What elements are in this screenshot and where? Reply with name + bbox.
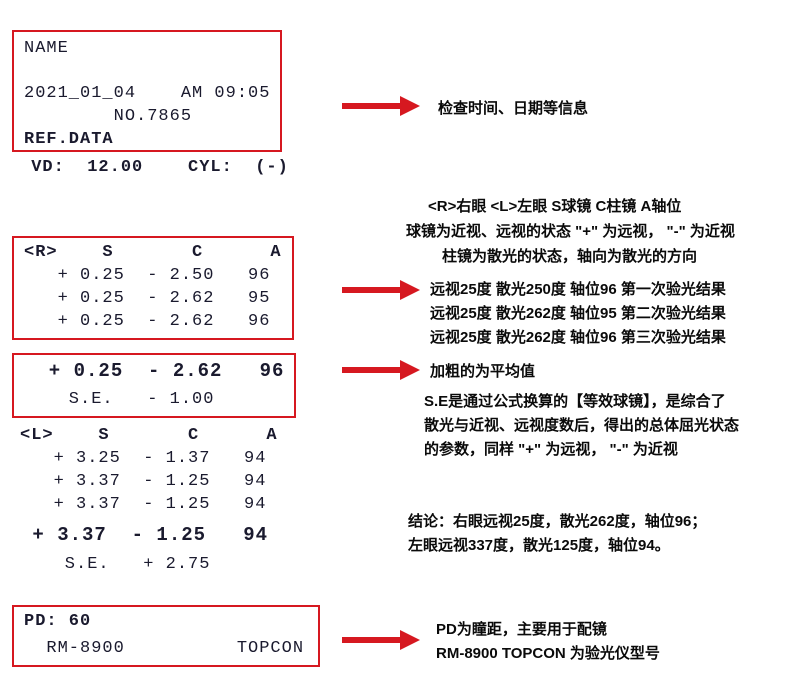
annot-legend-3: 柱镜为散光的状态，轴向为散光的方向: [442, 245, 697, 269]
annot-r3: 远视25度 散光262度 轴位96 第三次验光结果: [430, 326, 726, 350]
annot-se-2: 散光与近视、远视度数后，得出的总体屈光状态: [424, 414, 739, 438]
right-header: <R> S C A: [24, 242, 282, 265]
left-avg: + 3.37 - 1.25 94: [20, 523, 278, 549]
model-line: RM-8900 TOPCON: [24, 638, 308, 661]
serial-no: NO.7865: [24, 106, 270, 129]
annot-legend-2: 球镜为近视、远视的状态 "+" 为远视， "-" 为近视: [406, 220, 735, 244]
right-se: S.E. - 1.00: [24, 389, 284, 412]
annot-se-3: 的参数，同样 "+" 为远视， "-" 为近视: [424, 438, 678, 462]
annot-conclusion-2: 左眼远视337度，散光125度，轴位94。: [408, 534, 670, 558]
datetime: 2021_01_04 AM 09:05: [24, 83, 270, 106]
refdata-label: REF.DATA: [24, 129, 270, 152]
left-se: S.E. + 2.75: [20, 554, 278, 577]
right-avg-box: + 0.25 - 2.62 96 S.E. - 1.00: [12, 353, 296, 418]
arrow-1: [340, 94, 420, 118]
left-row-1: + 3.25 - 1.37 94: [20, 448, 278, 471]
right-avg: + 0.25 - 2.62 96: [24, 359, 284, 385]
right-row-1: + 0.25 - 2.50 96: [24, 265, 282, 288]
left-eye-block: <L> S C A + 3.25 - 1.37 94 + 3.37 - 1.25…: [20, 425, 278, 577]
annot-r1: 远视25度 散光250度 轴位96 第一次验光结果: [430, 278, 726, 302]
annot-conclusion-1: 结论：右眼远视25度，散光262度，轴位96；: [408, 510, 706, 534]
pd-line: PD: 60: [24, 611, 308, 634]
annot-model: RM-8900 TOPCON 为验光仪型号: [436, 642, 660, 666]
left-row-2: + 3.37 - 1.25 94: [20, 471, 278, 494]
right-eye-box: <R> S C A + 0.25 - 2.50 96 + 0.25 - 2.62…: [12, 236, 294, 340]
right-row-3: + 0.25 - 2.62 96: [24, 311, 282, 334]
footer-box: PD: 60 RM-8900 TOPCON: [12, 605, 320, 667]
annot-pd: PD为瞳距，主要用于配镜: [436, 618, 607, 642]
header-box: NAME 2021_01_04 AM 09:05 NO.7865 REF.DAT…: [12, 30, 282, 152]
arrow-3: [340, 358, 420, 382]
name-label: NAME: [24, 38, 270, 61]
annot-se-1: S.E是通过公式换算的【等效球镜】，是综合了: [424, 390, 726, 414]
right-row-2: + 0.25 - 2.62 95: [24, 288, 282, 311]
left-header: <L> S C A: [20, 425, 278, 448]
annot-legend-1: <R>右眼 <L>左眼 S球镜 C柱镜 A轴位: [428, 195, 681, 219]
annot-datetime: 检查时间、日期等信息: [438, 97, 588, 121]
annot-r2: 远视25度 散光262度 轴位95 第二次验光结果: [430, 302, 726, 326]
arrow-2: [340, 278, 420, 302]
annot-avg: 加粗的为平均值: [430, 360, 535, 384]
arrow-4: [340, 628, 420, 652]
vd-cyl-line: VD: 12.00 CYL: (-): [20, 157, 289, 180]
left-row-3: + 3.37 - 1.25 94: [20, 494, 278, 517]
